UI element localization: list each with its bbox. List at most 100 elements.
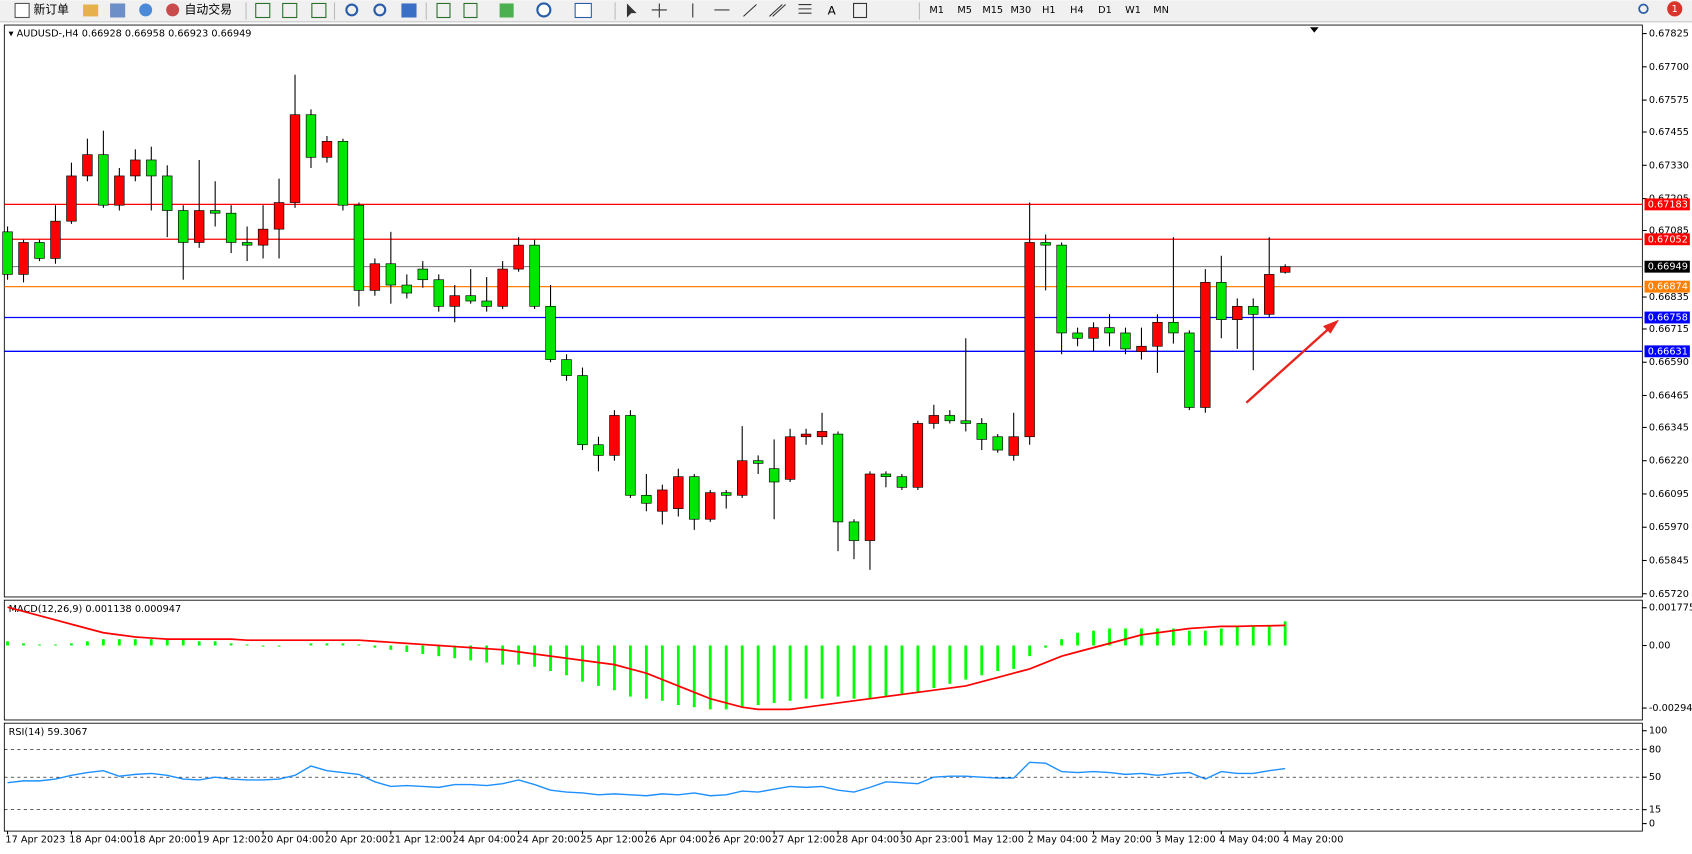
y-tick-label: 0.00 <box>1649 641 1671 652</box>
timeframe[interactable]: H4 <box>1070 5 1083 16</box>
timeframe[interactable]: M15 <box>982 5 1003 16</box>
symbol: AUDUSD-,H4 <box>17 29 79 40</box>
candle-body <box>417 268 428 281</box>
timeframe[interactable]: MN <box>1153 5 1169 16</box>
candle-body <box>194 210 205 243</box>
candle-body <box>225 212 237 243</box>
x-tick-label: 26 Apr 20:00 <box>708 835 771 846</box>
label-tool[interactable] <box>853 2 868 19</box>
trendline-tool[interactable] <box>743 4 757 17</box>
x-tick-label: 17 Apr 2023 <box>5 835 65 846</box>
notification-badge[interactable] <box>1667 1 1683 17</box>
timeframe[interactable]: M30 <box>1010 5 1031 16</box>
y-tick-label: 0.66835 <box>1649 292 1689 303</box>
icon[interactable] <box>463 2 478 19</box>
crosshair-tool[interactable] <box>651 3 667 18</box>
y-tick-label: 0.66465 <box>1649 390 1689 401</box>
icon[interactable] <box>401 3 417 18</box>
icon[interactable] <box>311 2 327 19</box>
candle-body <box>545 306 556 360</box>
channel-tool[interactable] <box>769 4 786 17</box>
y-tick-label: 0.65845 <box>1649 555 1689 566</box>
candle-body <box>1152 321 1163 347</box>
icon[interactable] <box>83 4 99 17</box>
candle-body <box>82 154 93 177</box>
y-tick-label: 80 <box>1649 744 1661 755</box>
y-tick-label: 0.67575 <box>1649 95 1689 106</box>
x-tick-label: 2 May 20:00 <box>1091 835 1151 846</box>
candle-body <box>369 263 381 291</box>
timeframe[interactable]: D1 <box>1098 5 1112 16</box>
candle-body <box>529 244 540 307</box>
x-tick-label: 4 May 20:00 <box>1283 835 1343 846</box>
candle-body <box>209 210 221 214</box>
timeframe[interactable]: M5 <box>957 5 972 16</box>
x-tick-label: 24 Apr 20:00 <box>516 835 579 846</box>
icon[interactable] <box>536 2 552 18</box>
chart-info: ▾ AUDUSD-,H4 0.66928 0.66958 0.66923 0.6… <box>9 29 252 40</box>
candle-body <box>1216 282 1227 320</box>
auto-trading-icon[interactable] <box>166 3 180 17</box>
notification-count[interactable]: 1 <box>1672 4 1678 15</box>
candle-body <box>337 141 349 206</box>
macd-signal-line <box>7 606 1286 711</box>
timeframe[interactable]: M1 <box>929 5 944 16</box>
timeframe[interactable]: H1 <box>1042 5 1055 16</box>
candle-body <box>625 415 636 496</box>
y-tick-label: 0.67330 <box>1649 160 1689 171</box>
x-tick-label: 20 Apr 04:00 <box>261 835 324 846</box>
icon[interactable] <box>139 3 153 17</box>
candle-body <box>497 268 508 307</box>
candle-body <box>1104 327 1115 334</box>
icon[interactable] <box>110 3 126 18</box>
y-tick-label: 0.66590 <box>1649 357 1689 368</box>
candle-body <box>1264 274 1275 315</box>
level-label: 0.66758 <box>1648 313 1688 324</box>
fibo-tool[interactable] <box>798 4 812 14</box>
candle-body <box>657 489 668 512</box>
candle-body <box>673 476 684 509</box>
x-tick-label: 19 Apr 12:00 <box>197 835 260 846</box>
level-label-bg <box>1644 233 1690 246</box>
candle-body <box>1248 306 1259 315</box>
candle-body <box>912 423 924 488</box>
candle-body <box>1040 242 1051 246</box>
chart-layer: 0.678250.677000.675750.674550.673300.672… <box>2 29 1692 846</box>
icon[interactable] <box>282 2 298 19</box>
candle-body <box>609 415 620 456</box>
y-tick-label: 15 <box>1649 805 1661 816</box>
icon[interactable] <box>255 2 271 19</box>
zoom-in[interactable] <box>345 3 359 17</box>
zoom-out[interactable] <box>373 3 387 17</box>
candle-body <box>721 492 732 496</box>
rsi-info: RSI(14) 59.3067 <box>9 727 88 738</box>
candle-body <box>1088 327 1099 339</box>
text-tool[interactable]: A <box>828 4 837 18</box>
current-price-label: 0.66949 <box>1648 262 1688 273</box>
candle-body <box>257 228 269 246</box>
icon[interactable] <box>574 2 592 19</box>
auto-trading[interactable]: 自动交易 <box>185 2 232 16</box>
candle-body <box>752 460 764 464</box>
y-tick-label: 0.66715 <box>1649 324 1689 335</box>
x-tick-label: 18 Apr 04:00 <box>69 835 132 846</box>
high: 0.66958 <box>125 29 165 40</box>
candle-body <box>34 242 45 259</box>
candle-body <box>816 431 828 438</box>
icon[interactable] <box>499 3 514 18</box>
timeframe[interactable]: W1 <box>1125 5 1141 16</box>
y-tick-label: 0.67085 <box>1649 225 1689 236</box>
search[interactable] <box>1638 3 1649 15</box>
icon[interactable] <box>436 2 451 19</box>
candle-body <box>353 204 365 291</box>
candle-body <box>1168 321 1179 334</box>
cursor-tool[interactable] <box>626 3 637 18</box>
macd-label: MACD(12,26,9) <box>9 604 83 615</box>
new-order[interactable]: 新订单 <box>33 2 69 16</box>
level-label: 0.67183 <box>1648 199 1688 210</box>
candle-body <box>1136 345 1147 352</box>
new-order-icon[interactable] <box>14 2 30 19</box>
candle-body <box>401 284 412 294</box>
